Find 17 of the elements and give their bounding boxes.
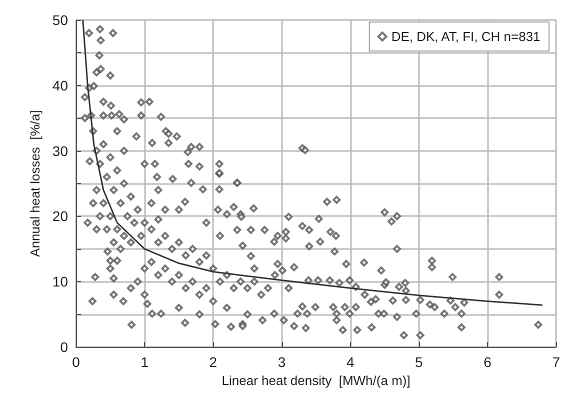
x-tick-label: 5 (415, 354, 424, 370)
y-tick-label: 30 (52, 142, 68, 159)
x-tick-label: 7 (552, 354, 560, 370)
x-tick-label: 0 (72, 354, 80, 370)
y-tick-label: 0 (60, 339, 68, 355)
y-tick-label: 20 (52, 208, 68, 224)
x-tick-label: 2 (209, 354, 218, 370)
x-tick-label: 1 (140, 354, 149, 370)
y-tick-label: 40 (52, 77, 68, 94)
legend-label: DE, DK, AT, FI, CH n=831 (391, 29, 540, 44)
y-tick-label: 10 (52, 274, 68, 290)
x-tick-label: 4 (346, 354, 354, 370)
y-axis-title: Annual heat losses [%/a] (28, 110, 43, 257)
y-tick-label: 50 (52, 12, 68, 28)
x-tick-label: 6 (484, 354, 492, 370)
x-tick-label: 3 (278, 354, 286, 370)
x-axis-title: Linear heat density [MWh/(a m)] (222, 372, 410, 388)
